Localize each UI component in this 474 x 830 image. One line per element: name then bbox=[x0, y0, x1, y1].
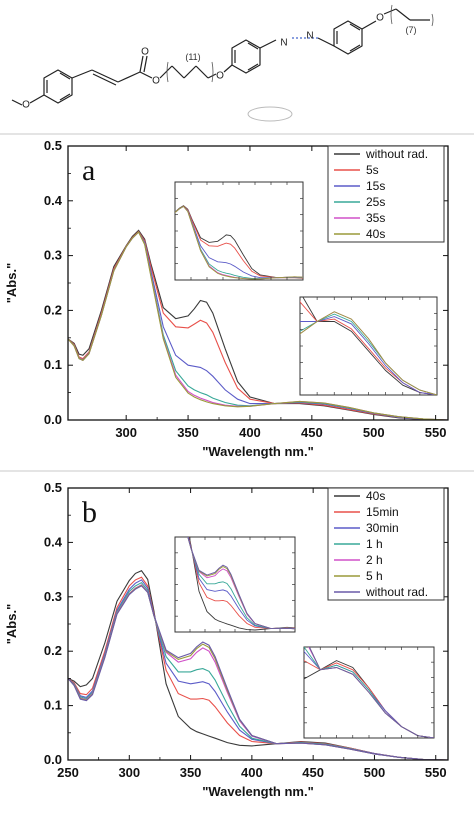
y-axis-title: "Abs." bbox=[4, 263, 19, 304]
y-tick-label: 0.2 bbox=[44, 643, 62, 658]
inset-series-line bbox=[300, 316, 437, 395]
legend-label: 30min bbox=[366, 521, 399, 535]
atom-label: N bbox=[280, 38, 287, 49]
legend-label: 25s bbox=[366, 195, 385, 209]
series-line bbox=[67, 229, 449, 421]
atom-label: O bbox=[376, 13, 384, 24]
atom-label: O bbox=[216, 71, 224, 82]
inset-series-line bbox=[187, 537, 295, 630]
chart-panel-a: 300 350 400 450 500 550 0.0 0.1 0.2 0.3 0.4 0.5 "Wav… bbox=[4, 138, 449, 459]
inset-series-line bbox=[187, 537, 295, 630]
x-tick-label: 250 bbox=[57, 765, 79, 780]
legend-box bbox=[327, 145, 445, 243]
inset-series-line bbox=[175, 205, 303, 279]
inset-series-line bbox=[304, 659, 434, 738]
x-tick-label: 350 bbox=[177, 425, 199, 440]
x-tick-label: 300 bbox=[115, 425, 137, 440]
y-tick-label: 0.5 bbox=[44, 480, 62, 495]
y-tick-label: 0.3 bbox=[44, 248, 62, 263]
series-line bbox=[67, 585, 449, 761]
chemical-structure bbox=[11, 4, 434, 122]
legend-label: 15min bbox=[366, 505, 399, 519]
inset-series-line bbox=[300, 313, 437, 395]
atom-label: O bbox=[141, 47, 149, 58]
x-tick-label: 400 bbox=[241, 765, 263, 780]
x-tick-label: 350 bbox=[180, 765, 202, 780]
legend-label: 5 h bbox=[366, 569, 383, 583]
atom-label: N bbox=[306, 31, 313, 42]
inset-series-line bbox=[175, 205, 303, 279]
x-tick-label: 400 bbox=[239, 425, 261, 440]
x-tick-label: 450 bbox=[301, 425, 323, 440]
legend-label: 2 h bbox=[366, 553, 383, 567]
inset-series-line bbox=[175, 205, 303, 280]
y-tick-label: 0.4 bbox=[44, 534, 63, 549]
y-tick-label: 0.1 bbox=[44, 357, 62, 372]
atom-label: O bbox=[152, 76, 160, 87]
chart-panel-b: 250 300 350 400 450 500 550 0.0 0.1 0.2 0.3 0.4 0.5 "… bbox=[4, 480, 449, 799]
inset-series-line bbox=[300, 299, 437, 395]
inset-series-line bbox=[187, 537, 295, 630]
inset-frame bbox=[299, 296, 438, 396]
inset-zoom-main-peak bbox=[174, 181, 304, 281]
panel-letter: a bbox=[82, 154, 95, 187]
legend-label: 5s bbox=[366, 163, 379, 177]
atom-label: O bbox=[22, 100, 30, 111]
legend-label: 15s bbox=[366, 179, 385, 193]
x-tick-label: 450 bbox=[302, 765, 324, 780]
legend-label: 1 h bbox=[366, 537, 383, 551]
x-tick-label: 500 bbox=[363, 425, 385, 440]
y-tick-label: 0.3 bbox=[44, 589, 62, 604]
inset-series-line bbox=[308, 647, 434, 738]
inset-series-line bbox=[175, 205, 303, 280]
legend-label: without rad. bbox=[365, 147, 428, 161]
chain-length-label: (11) bbox=[185, 52, 200, 62]
inset-zoom-tail bbox=[299, 296, 438, 396]
legend-label: 40s bbox=[366, 489, 385, 503]
series-line bbox=[67, 231, 449, 421]
inset-zoom-tail bbox=[303, 646, 435, 739]
inset-series-line bbox=[300, 311, 437, 395]
x-tick-label: 500 bbox=[364, 765, 386, 780]
inset-series-line bbox=[188, 537, 295, 630]
x-axis-title: "Wavelength nm." bbox=[202, 784, 314, 799]
inset-series-line bbox=[304, 660, 434, 738]
legend-label: without rad. bbox=[365, 585, 428, 599]
x-tick-label: 550 bbox=[425, 425, 447, 440]
y-tick-label: 0.4 bbox=[44, 193, 63, 208]
inset-series-line bbox=[304, 647, 434, 738]
x-tick-label: 550 bbox=[425, 765, 447, 780]
inset-series-line bbox=[302, 297, 437, 395]
x-axis-title: "Wavelength nm." bbox=[202, 444, 314, 459]
y-tick-label: 0.0 bbox=[44, 412, 62, 427]
y-tick-label: 0.5 bbox=[44, 138, 62, 153]
inset-series-line bbox=[187, 537, 295, 630]
inset-series-line bbox=[187, 537, 295, 630]
legend-label: 35s bbox=[366, 211, 385, 225]
chemical-structure-labels: O O O O O N N (11) (7) bbox=[22, 13, 416, 111]
y-axis-title: "Abs." bbox=[4, 604, 19, 645]
chain-length-label: (7) bbox=[406, 25, 417, 35]
panel-letter: b bbox=[82, 496, 97, 529]
y-tick-label: 0.1 bbox=[44, 698, 62, 713]
inset-series-line bbox=[188, 537, 295, 631]
x-tick-label: 300 bbox=[118, 765, 140, 780]
inset-series-line bbox=[175, 205, 303, 279]
y-tick-label: 0.0 bbox=[44, 752, 62, 767]
inset-zoom-main-peak bbox=[174, 536, 296, 633]
legend-label: 40s bbox=[366, 227, 385, 241]
inset-series-line bbox=[175, 205, 303, 280]
y-tick-label: 0.2 bbox=[44, 302, 62, 317]
